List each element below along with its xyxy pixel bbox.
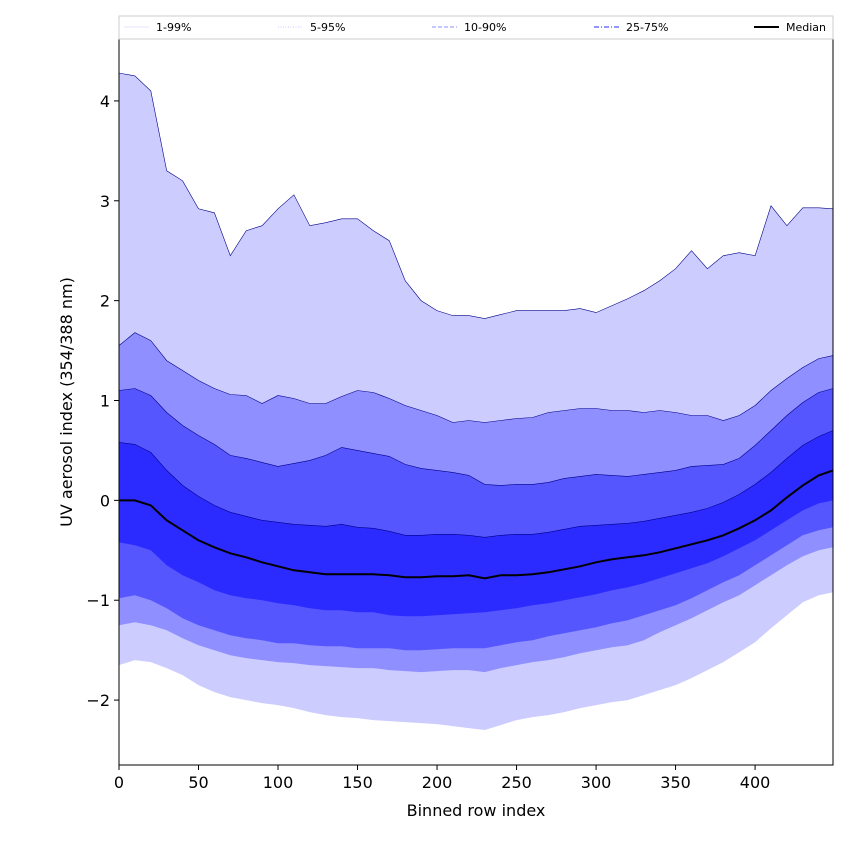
band-upper-edge-5-95pct <box>118 332 834 423</box>
x-tick-label: 50 <box>188 773 208 792</box>
median-line <box>119 469 834 580</box>
y-tick-label: 3 <box>100 192 110 211</box>
x-axis: 0 50 100 150 200 250 300 350 400 <box>114 765 770 792</box>
y-tick-label: −1 <box>86 591 110 610</box>
band-upper-edge-25-75pct <box>118 430 834 538</box>
legend: 1-99% 5-95% 10-90% 25-75% Median <box>118 15 834 40</box>
x-tick-label: 300 <box>581 773 612 792</box>
legend-label: Median <box>786 21 826 34</box>
x-tick-label: 0 <box>114 773 124 792</box>
y-tick-label: 2 <box>100 292 110 311</box>
x-axis-label: Binned row index <box>407 801 546 820</box>
legend-label: 5-95% <box>310 21 345 34</box>
legend-label: 25-75% <box>626 21 668 34</box>
legend-label: 1-99% <box>156 21 191 34</box>
y-tick-label: 1 <box>100 392 110 411</box>
band-upper-edge-1-99pct <box>118 72 834 319</box>
percentile-bands <box>118 72 834 730</box>
y-tick-label: 4 <box>100 92 110 111</box>
x-tick-label: 400 <box>740 773 771 792</box>
y-axis-label: UV aerosol index (354/388 nm) <box>57 277 76 527</box>
x-tick-label: 350 <box>660 773 691 792</box>
median-layer <box>119 469 834 580</box>
x-tick-label: 100 <box>263 773 294 792</box>
legend-label: 10-90% <box>464 21 506 34</box>
band-upper-edge-10-90pct <box>118 388 834 486</box>
legend-box <box>118 15 834 40</box>
x-tick-label: 250 <box>501 773 532 792</box>
x-tick-label: 200 <box>422 773 453 792</box>
y-axis: −2 −1 0 1 2 3 4 <box>86 92 119 710</box>
x-tick-label: 150 <box>342 773 373 792</box>
y-tick-label: −2 <box>86 691 110 710</box>
y-tick-label: 0 <box>100 491 110 510</box>
